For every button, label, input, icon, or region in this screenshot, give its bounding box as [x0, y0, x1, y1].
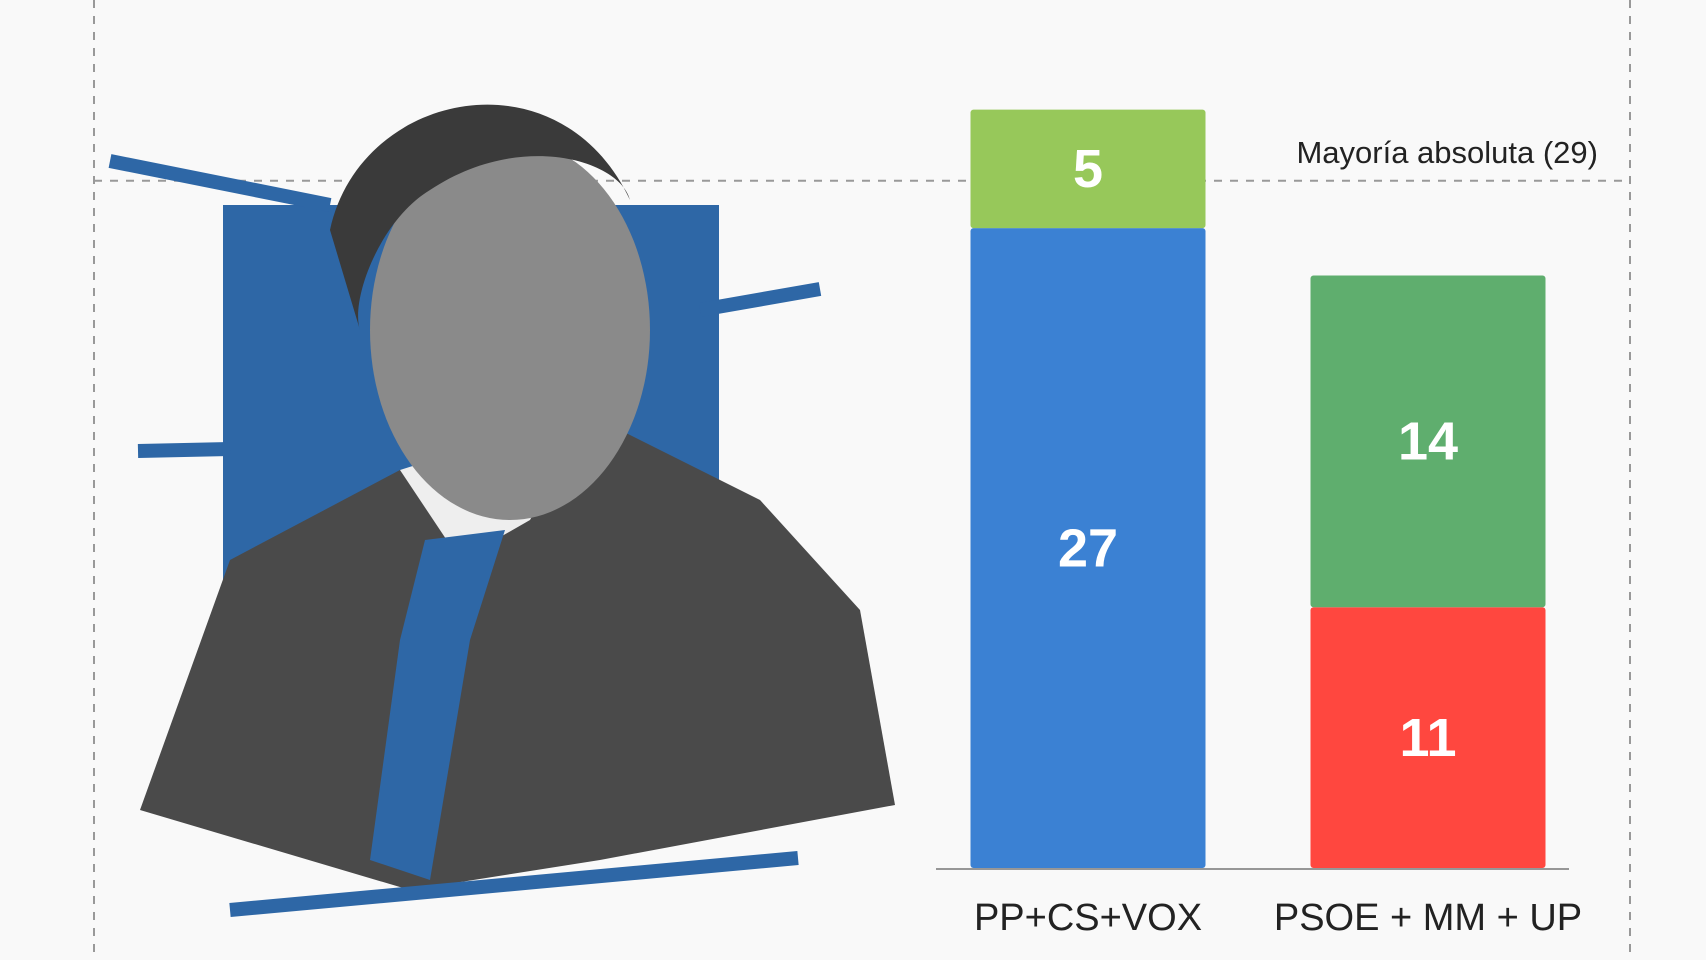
tie — [370, 530, 505, 880]
value-label: 27 — [1058, 518, 1118, 578]
value-label: 11 — [1399, 708, 1456, 768]
head — [370, 140, 650, 520]
bar-segment — [1310, 607, 1546, 868]
bar-segment — [970, 109, 1206, 229]
decor-line — [137, 442, 231, 458]
value-label: 14 — [1398, 412, 1458, 472]
decor-line — [229, 851, 799, 917]
hair — [330, 104, 630, 330]
bar-segment — [1310, 275, 1546, 608]
x-tick-label: PSOE + MM + UP — [1274, 897, 1582, 939]
x-tick-label: PP+CS+VOX — [974, 897, 1202, 939]
bar-segment — [970, 228, 1206, 869]
decor-line — [698, 282, 822, 317]
majority-label: Mayoría absoluta (29) — [1296, 135, 1598, 170]
decor-line — [108, 154, 332, 212]
portrait — [108, 104, 895, 917]
suit — [140, 420, 895, 890]
value-label: 5 — [1073, 139, 1103, 199]
